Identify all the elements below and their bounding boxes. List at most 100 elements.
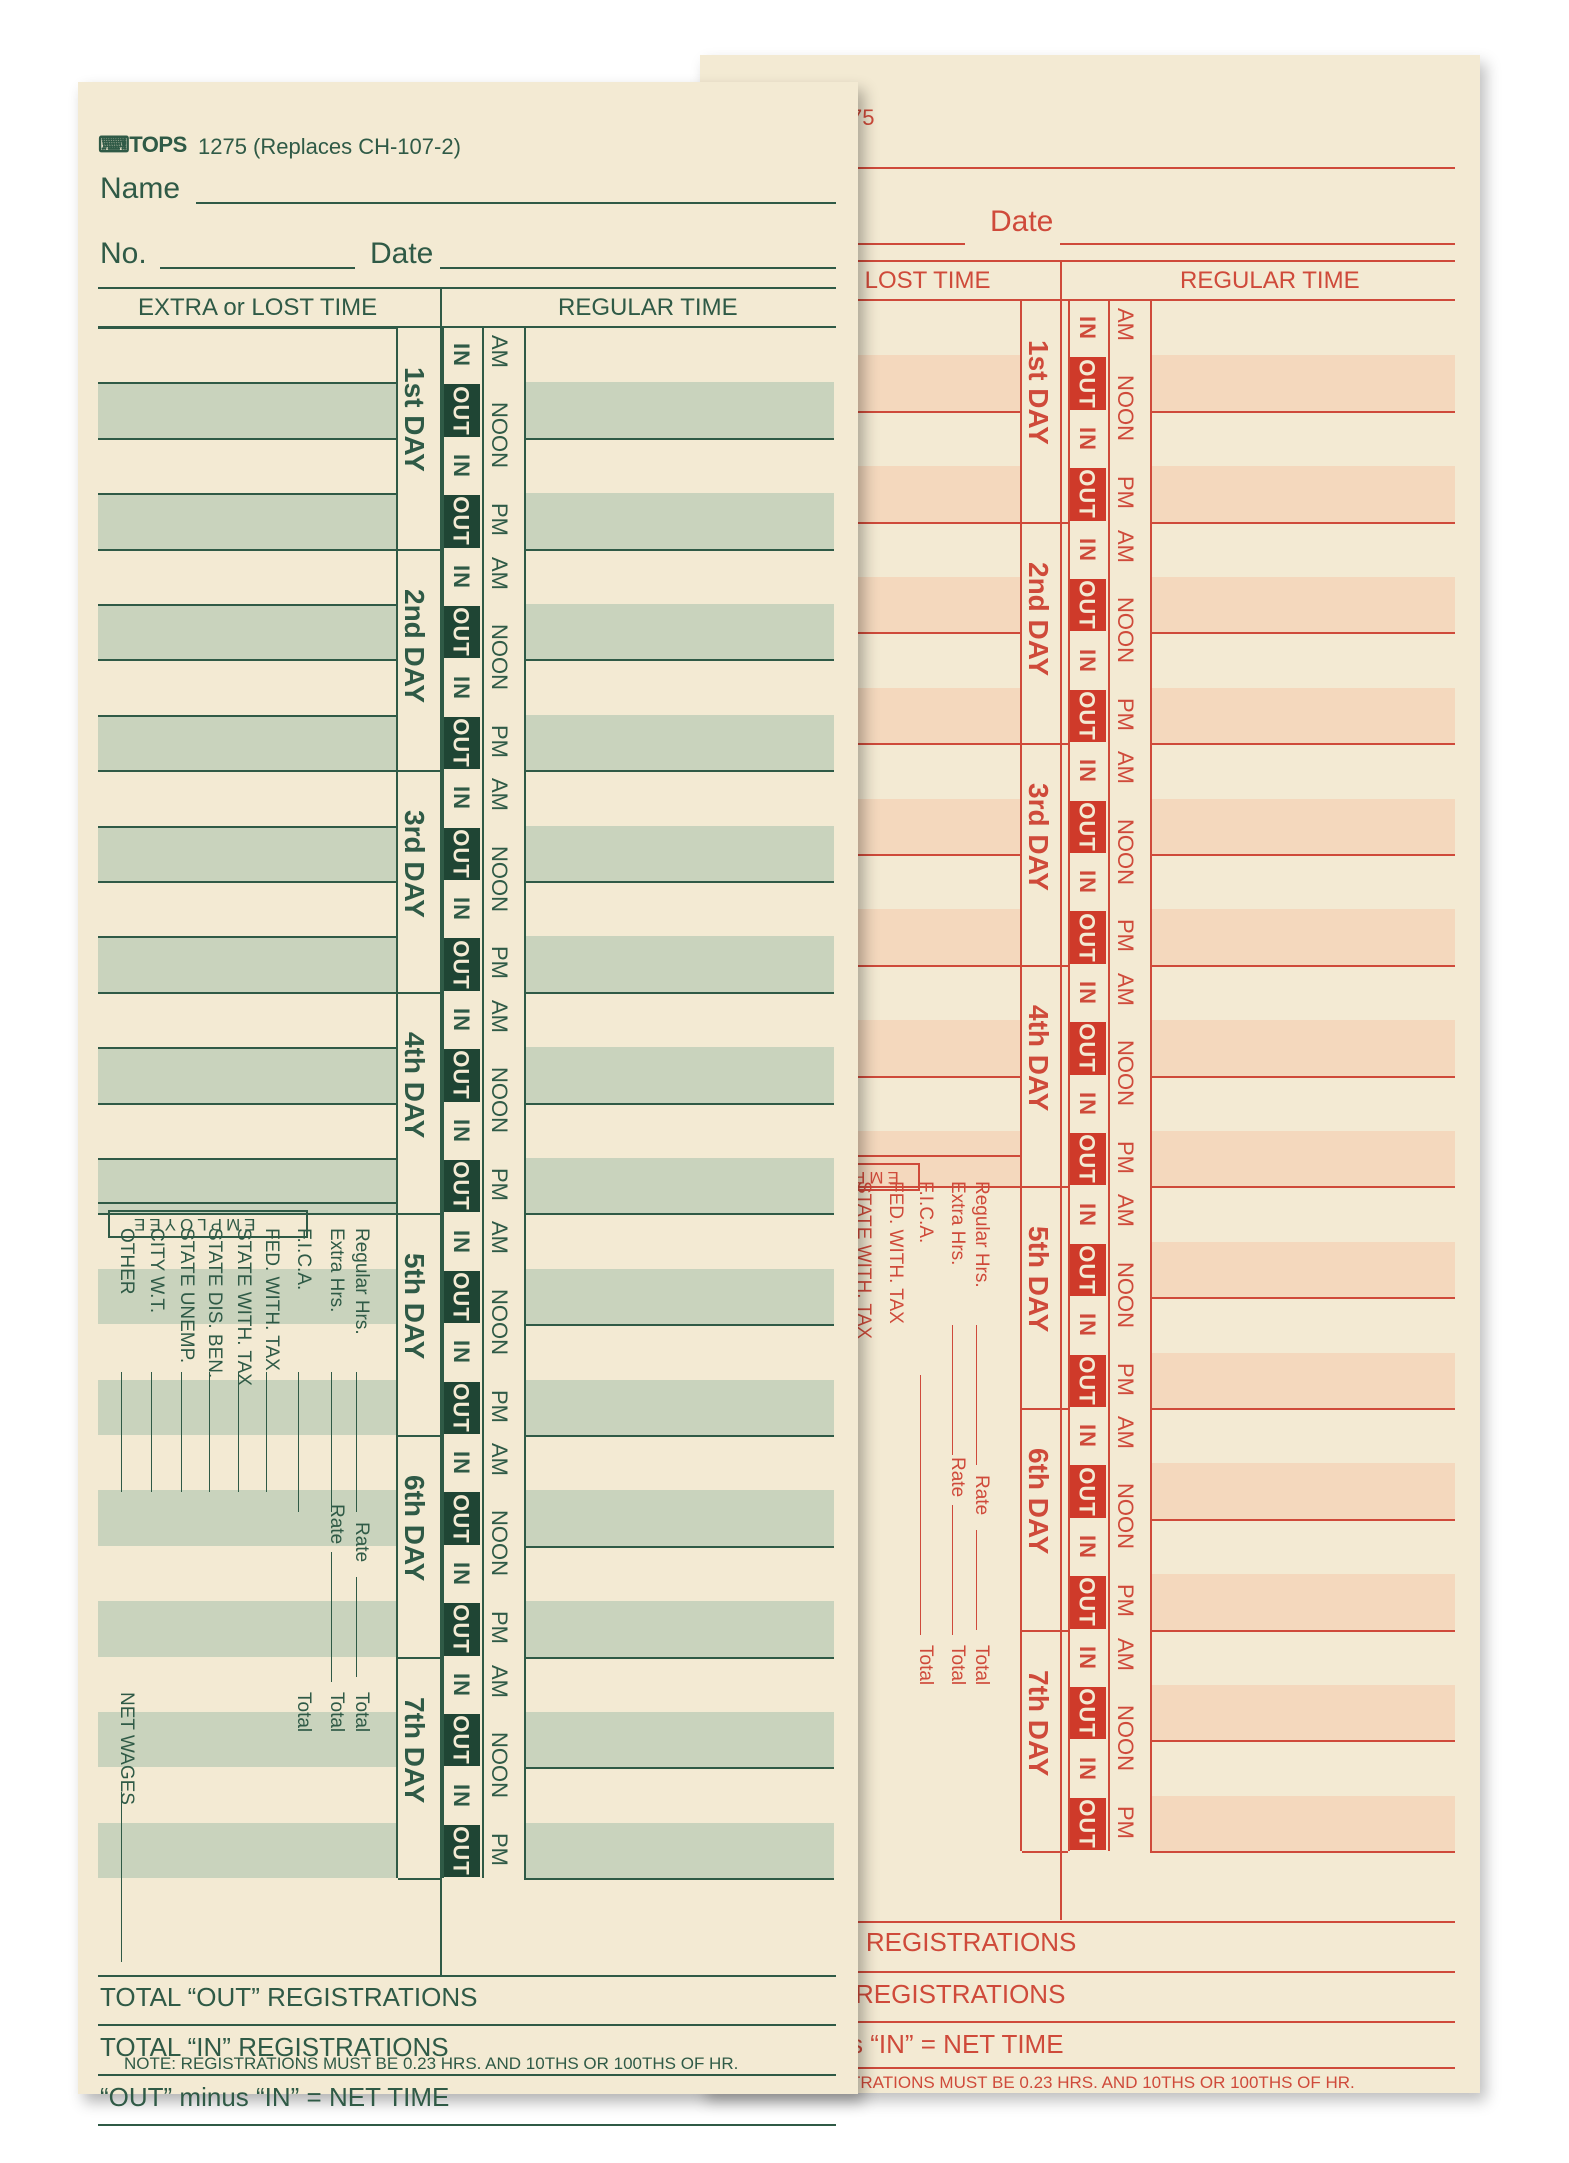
in-slot: IN	[1075, 537, 1100, 562]
row-divider	[524, 1767, 834, 1770]
regular-time-cell[interactable]	[524, 493, 834, 549]
regular-time-cell[interactable]	[1150, 687, 1455, 744]
period-label: PM	[487, 1611, 512, 1645]
regular-time-cell[interactable]	[524, 1379, 834, 1435]
period-label: AM	[487, 1443, 512, 1476]
extra-time-cell[interactable]	[840, 1020, 1020, 1076]
regular-time-cell[interactable]	[1150, 466, 1455, 522]
regular-time-cell[interactable]	[1150, 1241, 1455, 1298]
extra-time-cell[interactable]	[98, 1490, 396, 1546]
payroll-line[interactable]	[121, 1372, 122, 1492]
regular-time-cell[interactable]	[1150, 1685, 1455, 1741]
regular-time-cell[interactable]	[1150, 1352, 1455, 1408]
regular-time-cell[interactable]	[1150, 577, 1455, 633]
extra-time-cell[interactable]	[840, 1131, 1020, 1187]
payroll-line[interactable]	[151, 1372, 152, 1492]
extra-time-cell[interactable]	[98, 1379, 396, 1435]
regular-header: REGULAR TIME	[558, 294, 738, 321]
regular-time-cell[interactable]	[1150, 798, 1455, 854]
payroll-line[interactable]	[298, 1372, 299, 1512]
regular-time-cell[interactable]	[1150, 1131, 1455, 1187]
payroll-line[interactable]	[266, 1372, 267, 1492]
extra-time-cell[interactable]	[840, 355, 1020, 411]
regular-time-cell[interactable]	[524, 714, 834, 771]
payroll-line[interactable]	[121, 1792, 122, 1962]
regular-time-cell[interactable]	[1150, 355, 1455, 411]
extra-time-cell[interactable]	[840, 909, 1020, 965]
row-divider	[524, 437, 834, 440]
extra-time-cell[interactable]	[840, 798, 1020, 854]
regular-time-cell[interactable]	[1150, 1020, 1455, 1076]
extra-time-cell[interactable]	[98, 1712, 396, 1768]
period-label: NOON	[487, 402, 512, 469]
regular-time-cell[interactable]	[1150, 1795, 1455, 1852]
period-label: NOON	[1113, 1483, 1138, 1550]
regular-time-cell[interactable]	[524, 936, 834, 992]
regular-time-cell[interactable]	[524, 1490, 834, 1546]
back-payroll-line[interactable]	[976, 1325, 977, 1465]
out-slot: OUT	[1068, 1133, 1106, 1186]
regular-time-cell[interactable]	[524, 825, 834, 881]
row-divider	[524, 881, 834, 883]
extra-time-cell[interactable]	[98, 1268, 396, 1325]
regular-time-cell[interactable]	[1150, 1463, 1455, 1519]
regular-time-cell[interactable]	[524, 1712, 834, 1768]
regular-time-cell[interactable]	[524, 1822, 834, 1879]
extra-time-cell[interactable]	[98, 1047, 396, 1103]
payroll-line[interactable]	[331, 1552, 332, 1682]
extra-time-cell[interactable]	[840, 577, 1020, 633]
in-slot: IN	[449, 675, 474, 700]
payroll-line[interactable]	[238, 1372, 239, 1492]
out-slot: OUT	[442, 384, 480, 437]
extra-time-cell[interactable]	[98, 936, 396, 992]
out-slot: OUT	[442, 1160, 480, 1213]
extra-time-cell[interactable]	[98, 382, 396, 438]
extra-time-cell[interactable]	[98, 604, 396, 660]
name-label[interactable]: Name	[100, 172, 181, 205]
row-divider	[98, 1047, 396, 1050]
payroll-line[interactable]	[356, 1372, 357, 1512]
row-divider	[1150, 964, 1455, 967]
regular-time-cell[interactable]	[524, 382, 834, 438]
out-slot: OUT	[442, 1714, 480, 1767]
day-label: 7th DAY	[1023, 1669, 1054, 1776]
extra-time-cell[interactable]	[840, 466, 1020, 522]
extra-time-cell[interactable]	[98, 1158, 396, 1214]
back-payroll-line[interactable]	[952, 1505, 953, 1635]
back-payroll-line[interactable]	[920, 1375, 921, 1635]
regular-time-cell[interactable]	[524, 1268, 834, 1325]
regular-time-cell[interactable]	[524, 1158, 834, 1214]
payroll-line[interactable]	[356, 1577, 357, 1677]
day-divider	[1022, 1629, 1068, 1632]
row-divider	[1150, 743, 1455, 746]
payroll-line[interactable]	[181, 1372, 182, 1492]
extra-time-cell[interactable]	[98, 1601, 396, 1657]
row-divider	[1150, 1740, 1455, 1743]
extra-time-cell[interactable]	[840, 687, 1020, 744]
back-payroll-line[interactable]	[952, 1325, 953, 1455]
payroll-line[interactable]	[209, 1372, 210, 1492]
no-label[interactable]: No.	[100, 237, 147, 270]
regular-time-cell[interactable]	[1150, 909, 1455, 965]
extra-time-cell[interactable]	[98, 493, 396, 549]
in-slot: IN	[1075, 1645, 1100, 1670]
regular-time-cell[interactable]	[524, 1047, 834, 1103]
regular-time-cell[interactable]	[1150, 1574, 1455, 1630]
extra-time-cell[interactable]	[98, 1822, 396, 1879]
row-divider	[1150, 854, 1455, 856]
extra-time-cell[interactable]	[98, 825, 396, 881]
row-divider	[840, 521, 1020, 524]
back-payroll-line[interactable]	[976, 1530, 977, 1630]
total-label: Total	[326, 1692, 347, 1733]
row-divider	[524, 770, 834, 773]
out-slot: OUT	[1068, 689, 1106, 743]
row-divider	[1150, 1629, 1455, 1632]
extra-time-cell[interactable]	[98, 714, 396, 771]
payroll-line[interactable]	[331, 1372, 332, 1512]
row-divider	[98, 770, 396, 773]
regular-time-cell[interactable]	[524, 1601, 834, 1657]
date-label[interactable]: Date	[370, 237, 434, 270]
regular-time-cell[interactable]	[524, 604, 834, 660]
day-divider	[398, 1656, 442, 1659]
column-divider	[396, 327, 398, 1879]
